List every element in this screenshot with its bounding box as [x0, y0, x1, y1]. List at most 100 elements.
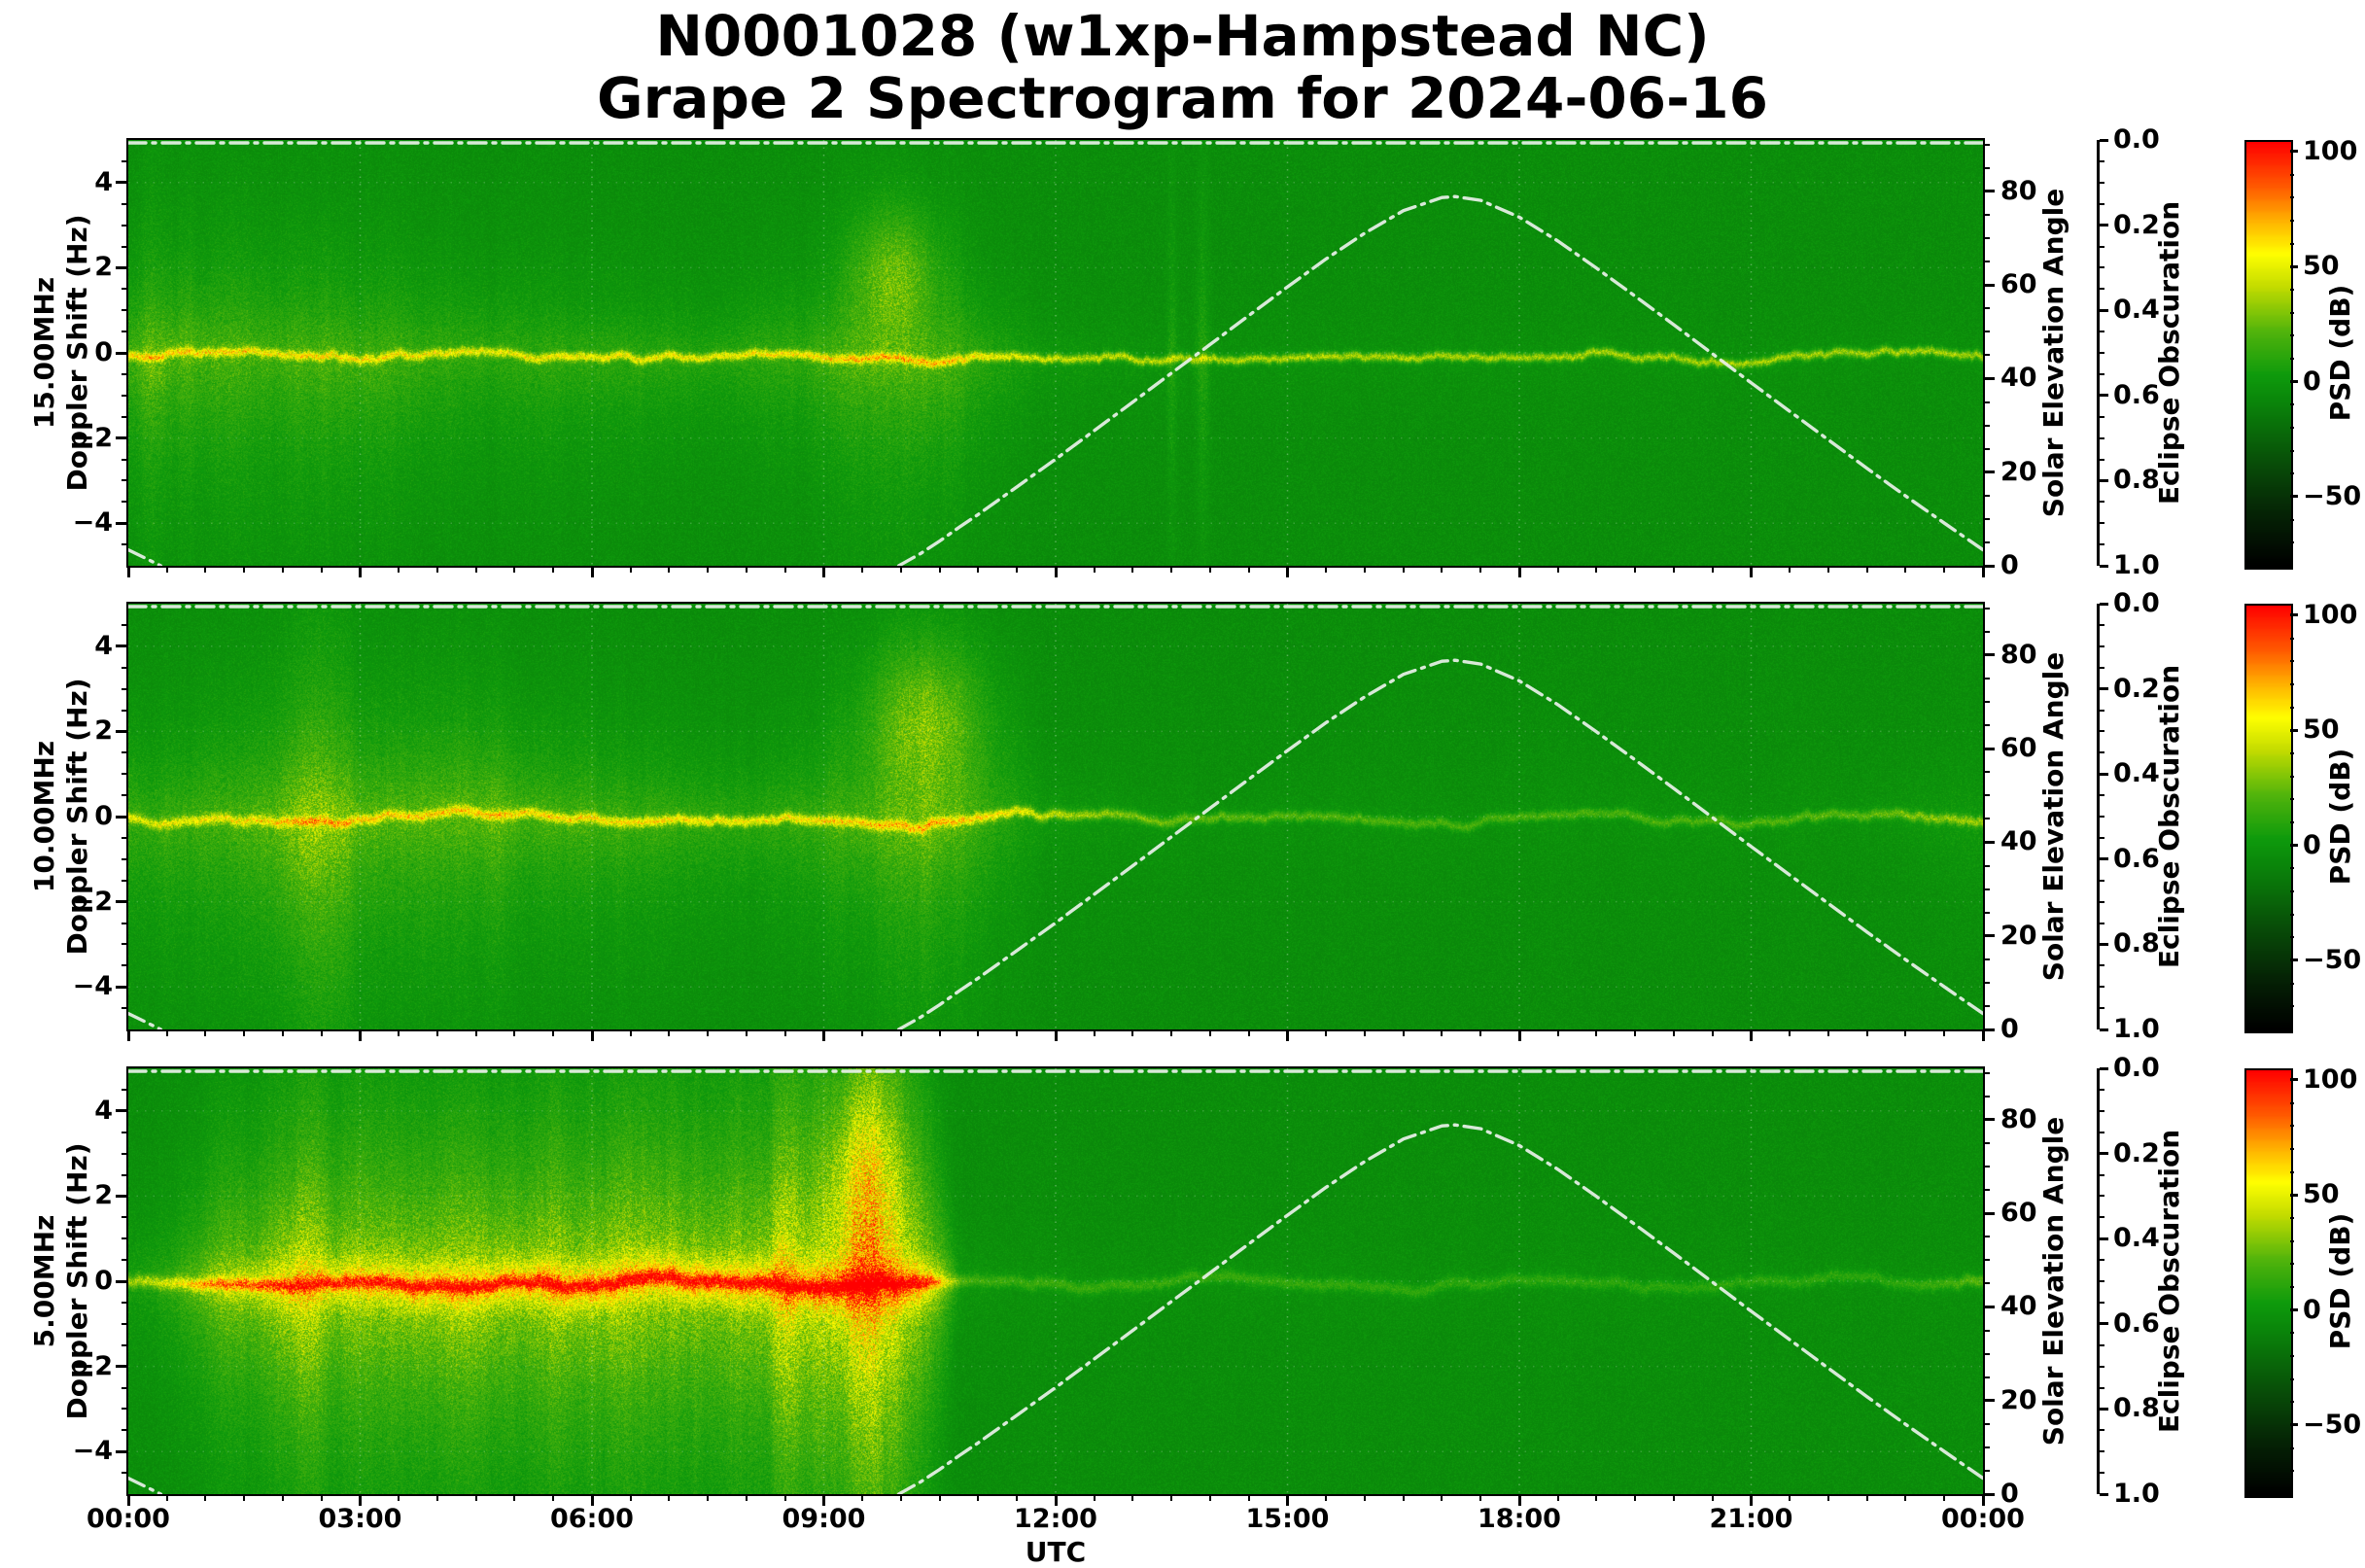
eclipse-minor-tick — [2100, 816, 2104, 818]
x-minor-tick — [1826, 1031, 1829, 1036]
solar-minor-tick — [1985, 494, 1990, 497]
x-minor-tick — [1943, 1031, 1946, 1036]
colorbar-minor-tick — [2290, 1263, 2294, 1266]
y-minor-tick — [122, 943, 126, 946]
y-minor-tick — [122, 458, 126, 461]
psd-axis-label: PSD (dB) — [2323, 284, 2356, 422]
colorbar-minor-tick — [2290, 1470, 2294, 1473]
x-minor-tick — [1556, 568, 1559, 573]
x-minor-tick — [745, 1031, 748, 1036]
colorbar-minor-tick — [2290, 403, 2294, 406]
solar-minor-tick — [1985, 1446, 1990, 1448]
y-tick-label: −2 — [72, 886, 113, 917]
y-tick-label: 0 — [94, 801, 113, 831]
solar-tick-label: 40 — [2000, 363, 2037, 394]
eclipse-minor-tick — [2100, 1195, 2104, 1198]
colorbar-minor-tick — [2290, 660, 2294, 663]
x-minor-tick — [1441, 568, 1443, 573]
solar-minor-tick — [1985, 237, 1990, 240]
y-minor-tick — [122, 394, 126, 397]
solar-minor-tick — [1985, 307, 1990, 310]
solar-minor-tick — [1985, 214, 1990, 216]
solar-minor-tick — [1985, 981, 1990, 984]
eclipse-minor-tick — [2100, 964, 2104, 967]
solar-tick-label: 60 — [2000, 269, 2037, 300]
eclipse-minor-tick — [2100, 181, 2104, 184]
colorbar-major-tick — [2290, 1308, 2298, 1312]
y-minor-tick — [122, 794, 126, 797]
solar-minor-tick — [1985, 1142, 1990, 1144]
x-minor-tick — [1789, 1031, 1791, 1036]
eclipse-tick-label: 0.4 — [2113, 1223, 2160, 1254]
solar-minor-tick — [1985, 166, 1990, 169]
solar-minor-tick — [1985, 517, 1990, 520]
eclipse-major-tick — [2100, 1492, 2108, 1496]
psd-colorbar — [2244, 140, 2293, 570]
y-minor-tick — [122, 1237, 126, 1240]
eclipse-tick-label: 0.6 — [2113, 843, 2160, 874]
y-tick-label: −2 — [72, 422, 113, 453]
solar-major-tick — [1985, 1399, 1995, 1403]
x-minor-tick — [1093, 1496, 1096, 1501]
solar-minor-tick — [1985, 540, 1990, 543]
y-minor-tick — [122, 501, 126, 504]
x-minor-tick — [398, 1031, 400, 1036]
solar-minor-tick — [1985, 401, 1990, 403]
x-minor-tick — [320, 1496, 323, 1501]
x-minor-tick — [1363, 568, 1366, 573]
x-major-tick — [1750, 568, 1754, 577]
y-tick-label: 0 — [94, 1266, 113, 1296]
y-minor-tick — [122, 372, 126, 375]
x-minor-tick — [1208, 1496, 1211, 1501]
eclipse-minor-tick — [2100, 1450, 2104, 1453]
x-major-tick — [1981, 1031, 1985, 1041]
solar-minor-tick — [1985, 1071, 1990, 1074]
y-minor-tick — [122, 224, 126, 226]
x-minor-tick — [899, 568, 902, 573]
eclipse-minor-tick — [2100, 836, 2104, 839]
x-minor-tick — [668, 1496, 671, 1501]
y-minor-tick — [122, 1259, 126, 1262]
eclipse-minor-tick — [2100, 1386, 2104, 1389]
x-minor-tick — [435, 1031, 438, 1036]
eclipse-tick-label: 1.0 — [2113, 1014, 2160, 1044]
solar-minor-tick — [1985, 818, 1990, 820]
x-minor-tick — [1943, 1496, 1946, 1501]
solar-major-tick — [1985, 1211, 1995, 1215]
psd-colorbar-gradient — [2246, 142, 2291, 568]
y-minor-tick — [122, 709, 126, 712]
eclipse-minor-tick — [2100, 879, 2104, 882]
y-minor-tick — [122, 1408, 126, 1411]
x-major-tick — [1054, 1031, 1058, 1041]
solar-major-tick — [1985, 1118, 1995, 1122]
eclipse-minor-tick — [2100, 522, 2104, 525]
solar-minor-tick — [1985, 1422, 1990, 1425]
psd-colorbar-gradient — [2246, 1070, 2291, 1496]
x-minor-tick — [398, 1496, 400, 1501]
x-minor-tick — [474, 568, 477, 573]
x-major-tick — [1981, 1496, 1985, 1506]
colorbar-tick-label: 100 — [2303, 135, 2358, 166]
x-minor-tick — [552, 1496, 555, 1501]
x-major-tick — [1517, 1496, 1521, 1506]
x-tick-label: 12:00 — [1014, 1504, 1097, 1534]
x-minor-tick — [1170, 568, 1173, 573]
solar-minor-tick — [1985, 607, 1990, 610]
colorbar-major-tick — [2290, 150, 2298, 154]
x-minor-tick — [1904, 568, 1907, 573]
colorbar-tick-label: 100 — [2303, 599, 2358, 630]
x-major-tick — [359, 568, 363, 577]
colorbar-minor-tick — [2290, 449, 2294, 452]
colorbar-minor-tick — [2290, 1446, 2294, 1449]
eclipse-major-tick — [2100, 1066, 2108, 1070]
y-minor-tick — [122, 245, 126, 248]
y-tick-label: 0 — [94, 337, 113, 367]
y-tick-label: 2 — [94, 715, 113, 747]
x-minor-tick — [204, 1031, 207, 1036]
colorbar-major-tick — [2290, 958, 2298, 962]
eclipse-tick-label: 0.2 — [2113, 1137, 2160, 1168]
colorbar-minor-tick — [2290, 1101, 2294, 1104]
x-major-tick — [359, 1496, 363, 1506]
eclipse-minor-tick — [2100, 266, 2104, 269]
colorbar-minor-tick — [2290, 357, 2294, 360]
